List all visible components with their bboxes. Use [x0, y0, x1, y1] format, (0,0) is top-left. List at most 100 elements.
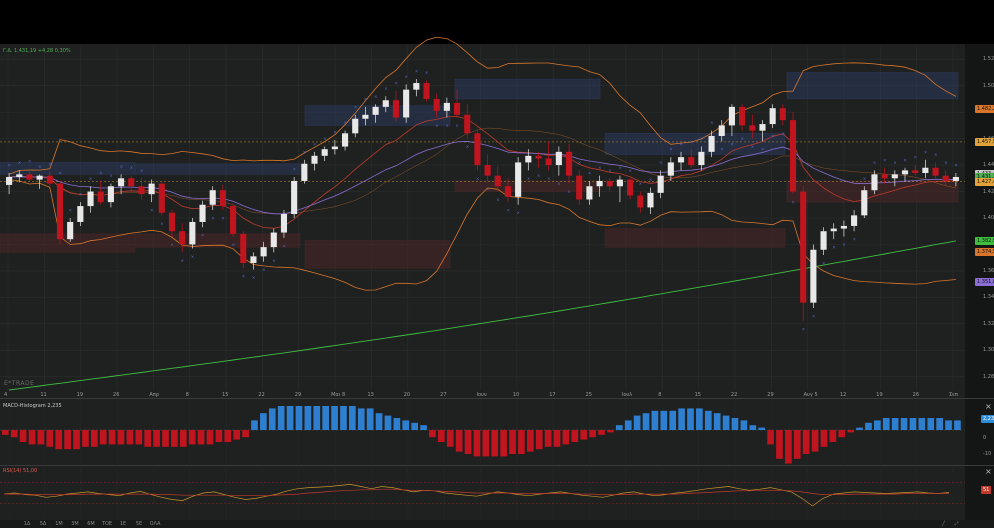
macd-close-icon[interactable]: ×: [985, 402, 992, 411]
macd-bar: [251, 420, 258, 430]
ema-short-line: [9, 116, 956, 229]
candle-body: [728, 106, 735, 126]
psar-dot: ×: [730, 141, 733, 146]
candle-body: [484, 165, 491, 176]
candle-body: [708, 135, 715, 152]
supply-demand-zone: [604, 133, 786, 155]
macd-bar: [882, 418, 890, 430]
psar-dot: ×: [282, 243, 285, 248]
macd-bar: [580, 430, 588, 440]
macd-bar: [874, 420, 881, 430]
macd-bar: [553, 430, 561, 447]
candle-body: [779, 108, 786, 121]
draw-tool-icon[interactable]: ╱: [941, 521, 945, 527]
candle-body: [179, 231, 186, 245]
psar-dot: ×: [58, 171, 61, 176]
price-level-badge: 1.374,5: [975, 247, 994, 256]
macd-bar: [509, 430, 516, 454]
timeframe-button[interactable]: 3Μ: [71, 521, 79, 527]
candle-body: [331, 146, 338, 150]
macd-bar: [704, 410, 712, 430]
timeframe-button[interactable]: 5Δ: [39, 521, 47, 527]
supply-demand-zone: [134, 163, 301, 175]
expand-icon[interactable]: ⤢: [954, 521, 959, 527]
candle-body: [769, 108, 776, 125]
psar-dot: ×: [904, 157, 907, 162]
psar-dot: ×: [120, 164, 123, 169]
rsi-close-icon[interactable]: ×: [985, 467, 992, 476]
candle-body: [932, 167, 939, 176]
psar-dot: ×: [853, 237, 856, 242]
candle-body: [657, 175, 664, 193]
timeframe-button[interactable]: 1Ε: [119, 521, 127, 527]
rsi-legend: RSI(14) 51,00: [3, 468, 38, 474]
macd-bar: [535, 430, 543, 450]
macd-value-badge: 2,235: [981, 415, 994, 423]
time-tick-label: 15: [222, 392, 229, 398]
time-tick-label: 26: [113, 392, 120, 398]
macd-bar: [313, 406, 321, 430]
psar-dot: ×: [79, 192, 82, 197]
candle-body: [107, 186, 114, 203]
psar-dot: ×: [415, 69, 418, 74]
macd-bar: [126, 430, 134, 445]
timeframe-button[interactable]: 1Μ: [55, 521, 63, 527]
macd-bar: [455, 430, 463, 452]
psar-dot: ×: [741, 136, 744, 141]
macd-bar: [776, 430, 783, 459]
psar-dot: ×: [181, 258, 184, 263]
candle-body: [199, 204, 206, 222]
macd-bar: [286, 406, 294, 430]
timeframe-button[interactable]: 5Ε: [135, 521, 143, 527]
psar-dot: ×: [588, 171, 591, 176]
time-tick-label: 10: [512, 392, 520, 398]
macd-bar: [438, 430, 445, 442]
psar-dot: ×: [435, 123, 438, 128]
candle-body: [219, 190, 226, 207]
candle-body: [270, 232, 277, 248]
psar-dot: ×: [242, 274, 245, 279]
time-tick-label: Ιουν: [476, 392, 487, 398]
candle-body: [820, 231, 827, 250]
candle-body: [922, 167, 929, 174]
psar-dot: ×: [537, 173, 540, 178]
psar-dot: ×: [445, 123, 448, 128]
timeframe-button[interactable]: 6Μ: [87, 521, 95, 527]
candle-body: [311, 155, 318, 164]
psar-dot: ×: [425, 70, 428, 75]
supply-demand-zone: [786, 72, 959, 100]
macd-bar: [349, 406, 356, 430]
candle-body: [280, 214, 288, 233]
psar-dot: ×: [893, 160, 896, 165]
time-tick-label: 20: [403, 392, 411, 398]
macd-bar: [268, 408, 276, 430]
price-tick-label: 1.520: [983, 56, 994, 63]
candle-body: [840, 225, 847, 229]
macd-bar: [945, 420, 952, 430]
macd-bar: [197, 430, 205, 445]
psar-dot: ×: [374, 94, 377, 99]
macd-bar: [144, 430, 152, 447]
time-tick-label: 22: [258, 392, 265, 398]
candle-body: [647, 192, 654, 208]
macd-bar: [687, 408, 694, 430]
psar-dot: ×: [384, 86, 387, 91]
psar-dot: ×: [150, 208, 153, 213]
price-axis-strip: [965, 0, 994, 528]
candle-body: [230, 206, 237, 234]
timeframe-button[interactable]: ΤΟΕ: [101, 521, 113, 527]
timeframe-button[interactable]: ΟΛΑ: [149, 521, 161, 527]
macd-bar: [696, 408, 703, 430]
psar-dot: ×: [568, 189, 571, 194]
psar-dot: ×: [649, 177, 652, 182]
psar-dot: ×: [8, 163, 11, 168]
macd-bar: [153, 430, 160, 447]
timeframe-button[interactable]: 1Δ: [23, 521, 31, 527]
macd-bar: [28, 430, 36, 445]
price-tick-label: 1.420: [983, 188, 994, 195]
candle-body: [952, 176, 959, 181]
candle-body: [128, 178, 135, 187]
psar-dot: ×: [496, 197, 499, 202]
candle-body: [718, 125, 725, 136]
